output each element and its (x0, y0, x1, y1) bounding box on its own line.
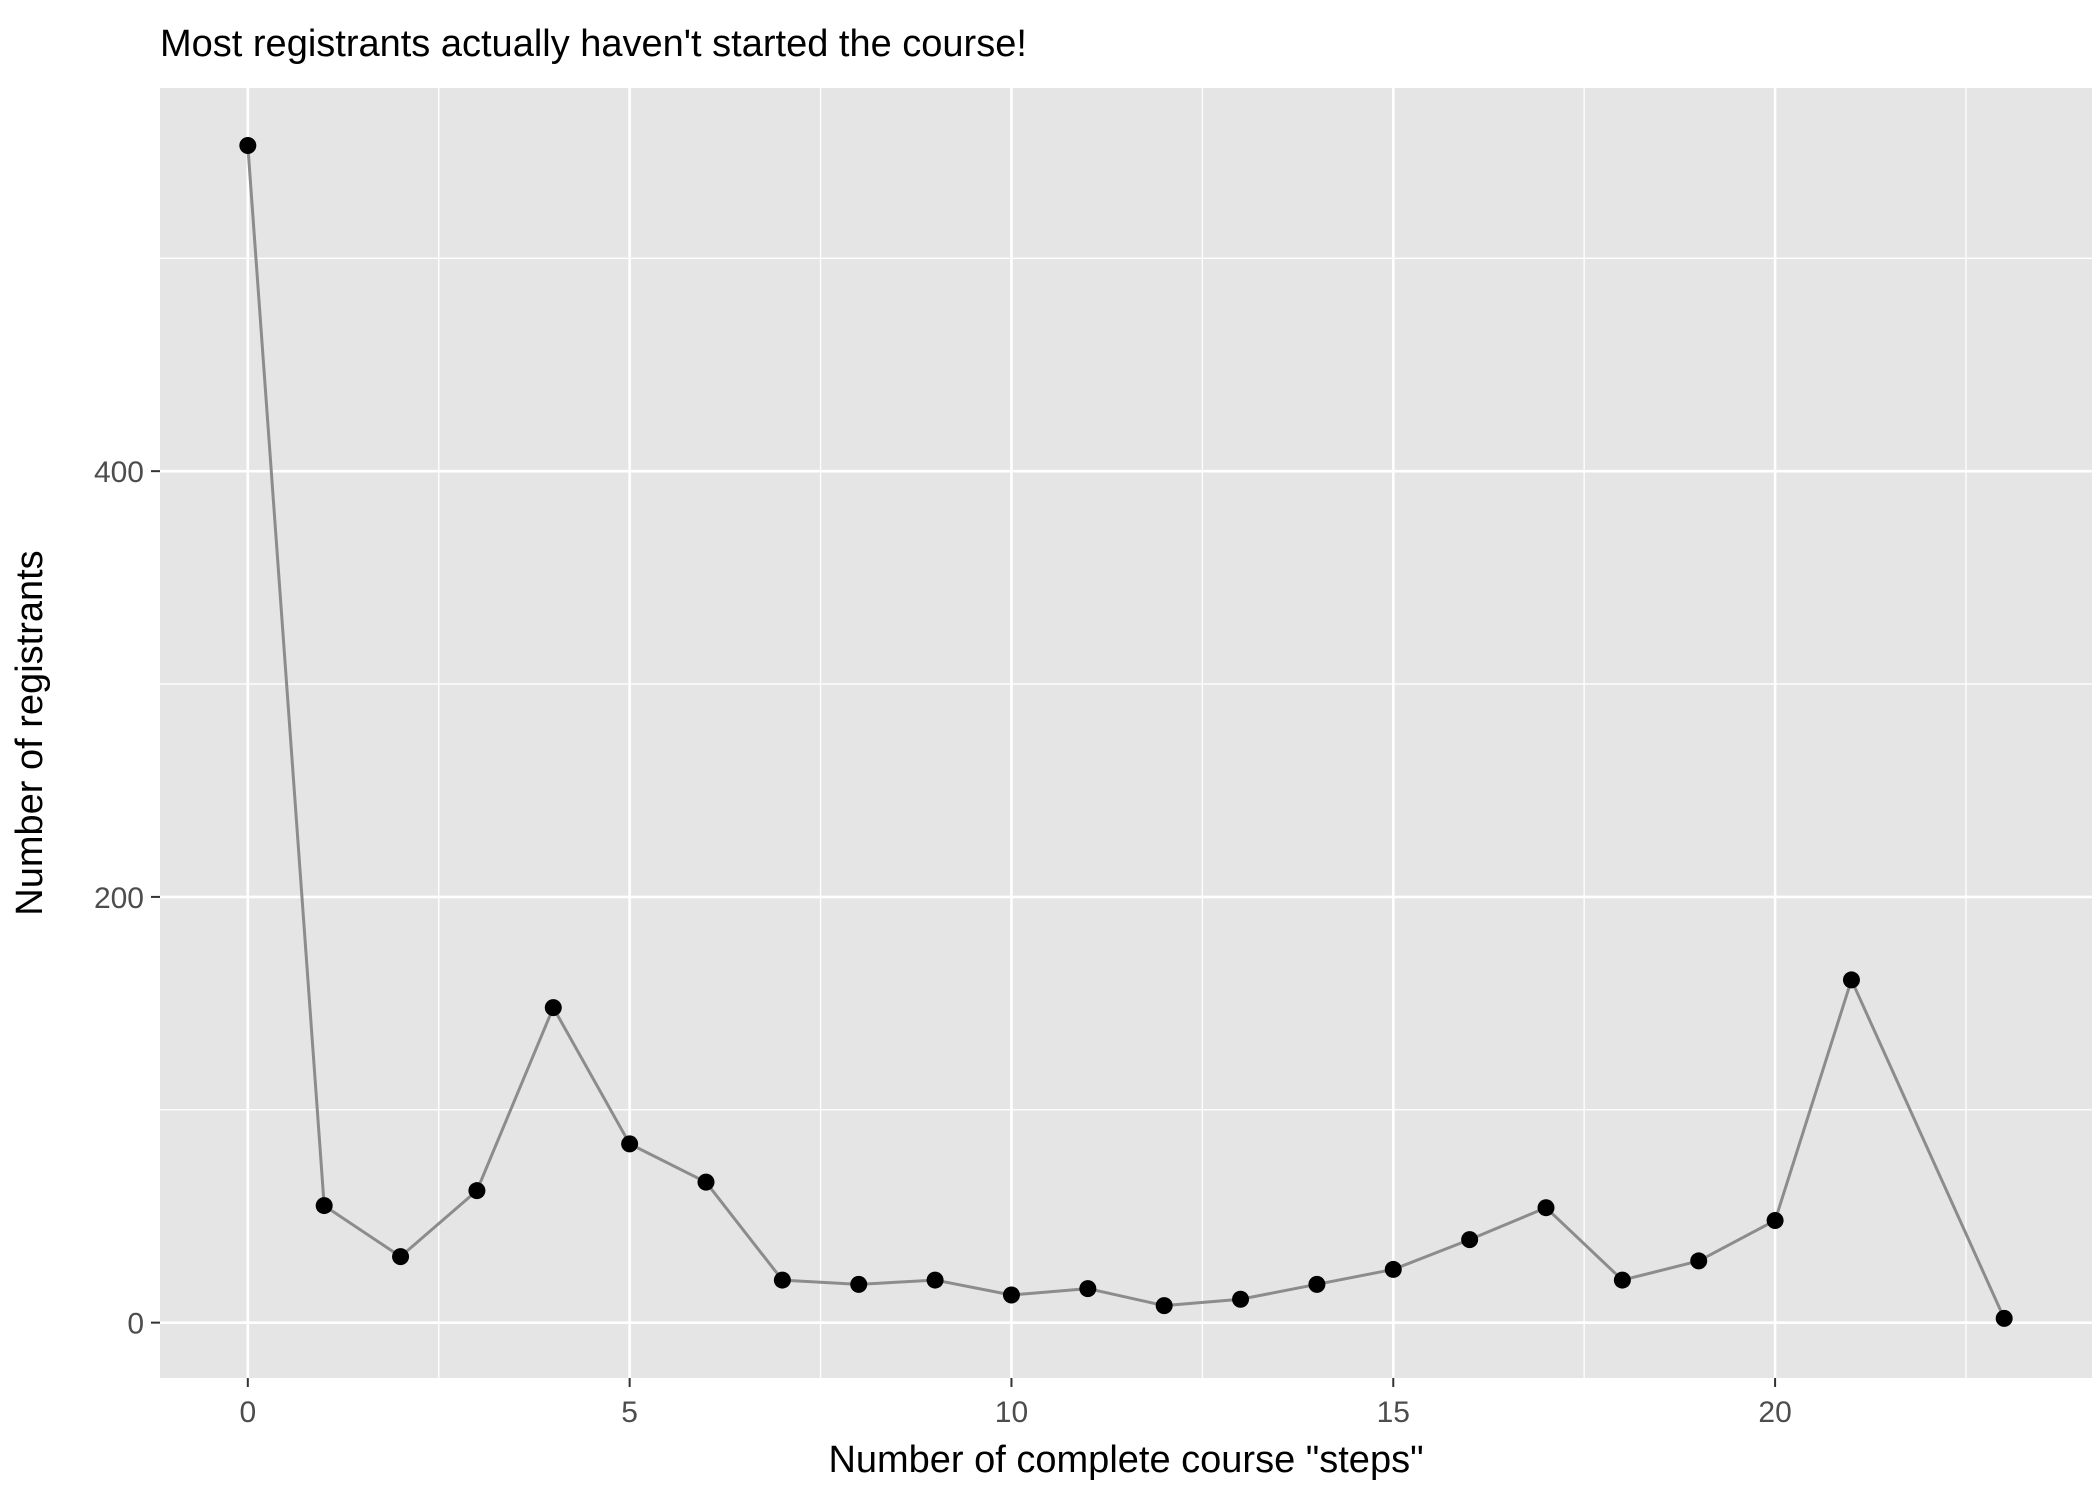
data-point (1232, 1290, 1250, 1308)
x-tick-label: 20 (1758, 1396, 1791, 1429)
x-tick-label: 10 (995, 1396, 1028, 1429)
data-point (239, 136, 257, 154)
data-point (1613, 1271, 1631, 1289)
y-tick-label: 0 (127, 1308, 144, 1341)
data-point (1995, 1309, 2013, 1327)
y-tick-label: 200 (94, 882, 144, 915)
plot-panel (160, 88, 2092, 1378)
data-point (1079, 1280, 1097, 1298)
data-point (697, 1173, 715, 1191)
data-point (392, 1248, 410, 1266)
x-axis-title: Number of complete course "steps" (828, 1439, 1423, 1481)
minor-grid (160, 88, 2092, 1378)
chart-title: Most registrants actually haven't starte… (160, 23, 1027, 65)
data-point (1461, 1231, 1479, 1249)
data-point (1002, 1286, 1020, 1304)
x-tick-label: 15 (1377, 1396, 1410, 1429)
data-point (1690, 1252, 1708, 1270)
data-point (926, 1271, 944, 1289)
x-tick-label: 0 (239, 1396, 256, 1429)
data-point (315, 1197, 333, 1215)
x-axis: 0 5 10 15 20 (239, 1378, 1792, 1429)
data-point (850, 1275, 868, 1293)
data-point (1766, 1211, 1784, 1229)
y-axis-title: Number of registrants (9, 550, 51, 915)
data-point (1155, 1297, 1173, 1315)
data-point (468, 1182, 486, 1200)
y-tick-label: 400 (94, 456, 144, 489)
data-point (1842, 971, 1860, 989)
data-point (1308, 1275, 1326, 1293)
x-tick-label: 5 (621, 1396, 638, 1429)
y-axis: 0 200 400 (94, 456, 160, 1341)
data-point (1537, 1199, 1555, 1217)
data-point (773, 1271, 791, 1289)
major-grid (160, 88, 2092, 1378)
points-layer (239, 136, 2013, 1327)
data-point (621, 1135, 639, 1153)
data-point (1384, 1260, 1402, 1278)
data-point (544, 999, 562, 1017)
